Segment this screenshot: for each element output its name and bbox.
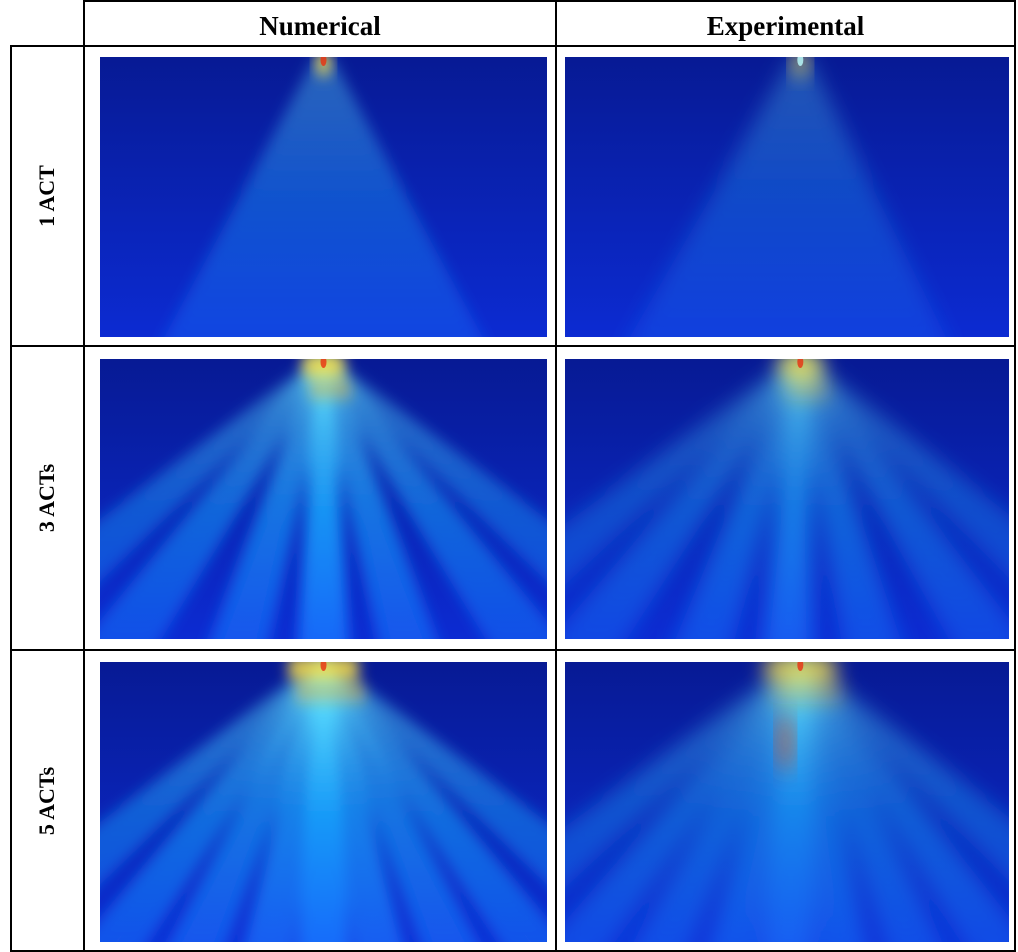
border [10,649,1016,651]
border [1014,0,1016,952]
hotspot [788,680,798,704]
row-label: 5 ACTs [34,766,60,834]
hotspot [312,680,322,704]
hotspot [788,377,798,401]
result-image [565,662,1009,942]
result-image [100,359,547,639]
border [10,345,1016,347]
hotspot [802,377,812,401]
row-label-cell: 3 ACTs [10,347,84,649]
result-image [565,57,1009,337]
hotspot [774,680,784,704]
row-label: 1 ACT [34,165,60,227]
hotspot [326,377,336,401]
hotspot [298,680,308,704]
result-image [100,662,547,942]
column-header: Experimental [557,0,1014,46]
hotspot [816,680,826,704]
hotspot [340,680,350,704]
result-image [565,359,1009,639]
hotspot [354,680,364,704]
column-header: Numerical [85,0,555,46]
hotspot [830,680,840,704]
hotspot [340,377,350,401]
hotspot [326,680,336,704]
hotspot [816,377,826,401]
page: Numerical Experimental 1 ACT 3 ACTs 5 AC… [0,0,1018,952]
border [555,0,557,952]
hotspot [312,377,322,401]
hotspot [802,680,812,704]
row-label-cell: 5 ACTs [10,651,84,950]
row-label: 3 ACTs [34,464,60,532]
result-image [100,57,547,337]
hotspot-core [779,712,791,772]
row-label-cell: 1 ACT [10,47,84,345]
